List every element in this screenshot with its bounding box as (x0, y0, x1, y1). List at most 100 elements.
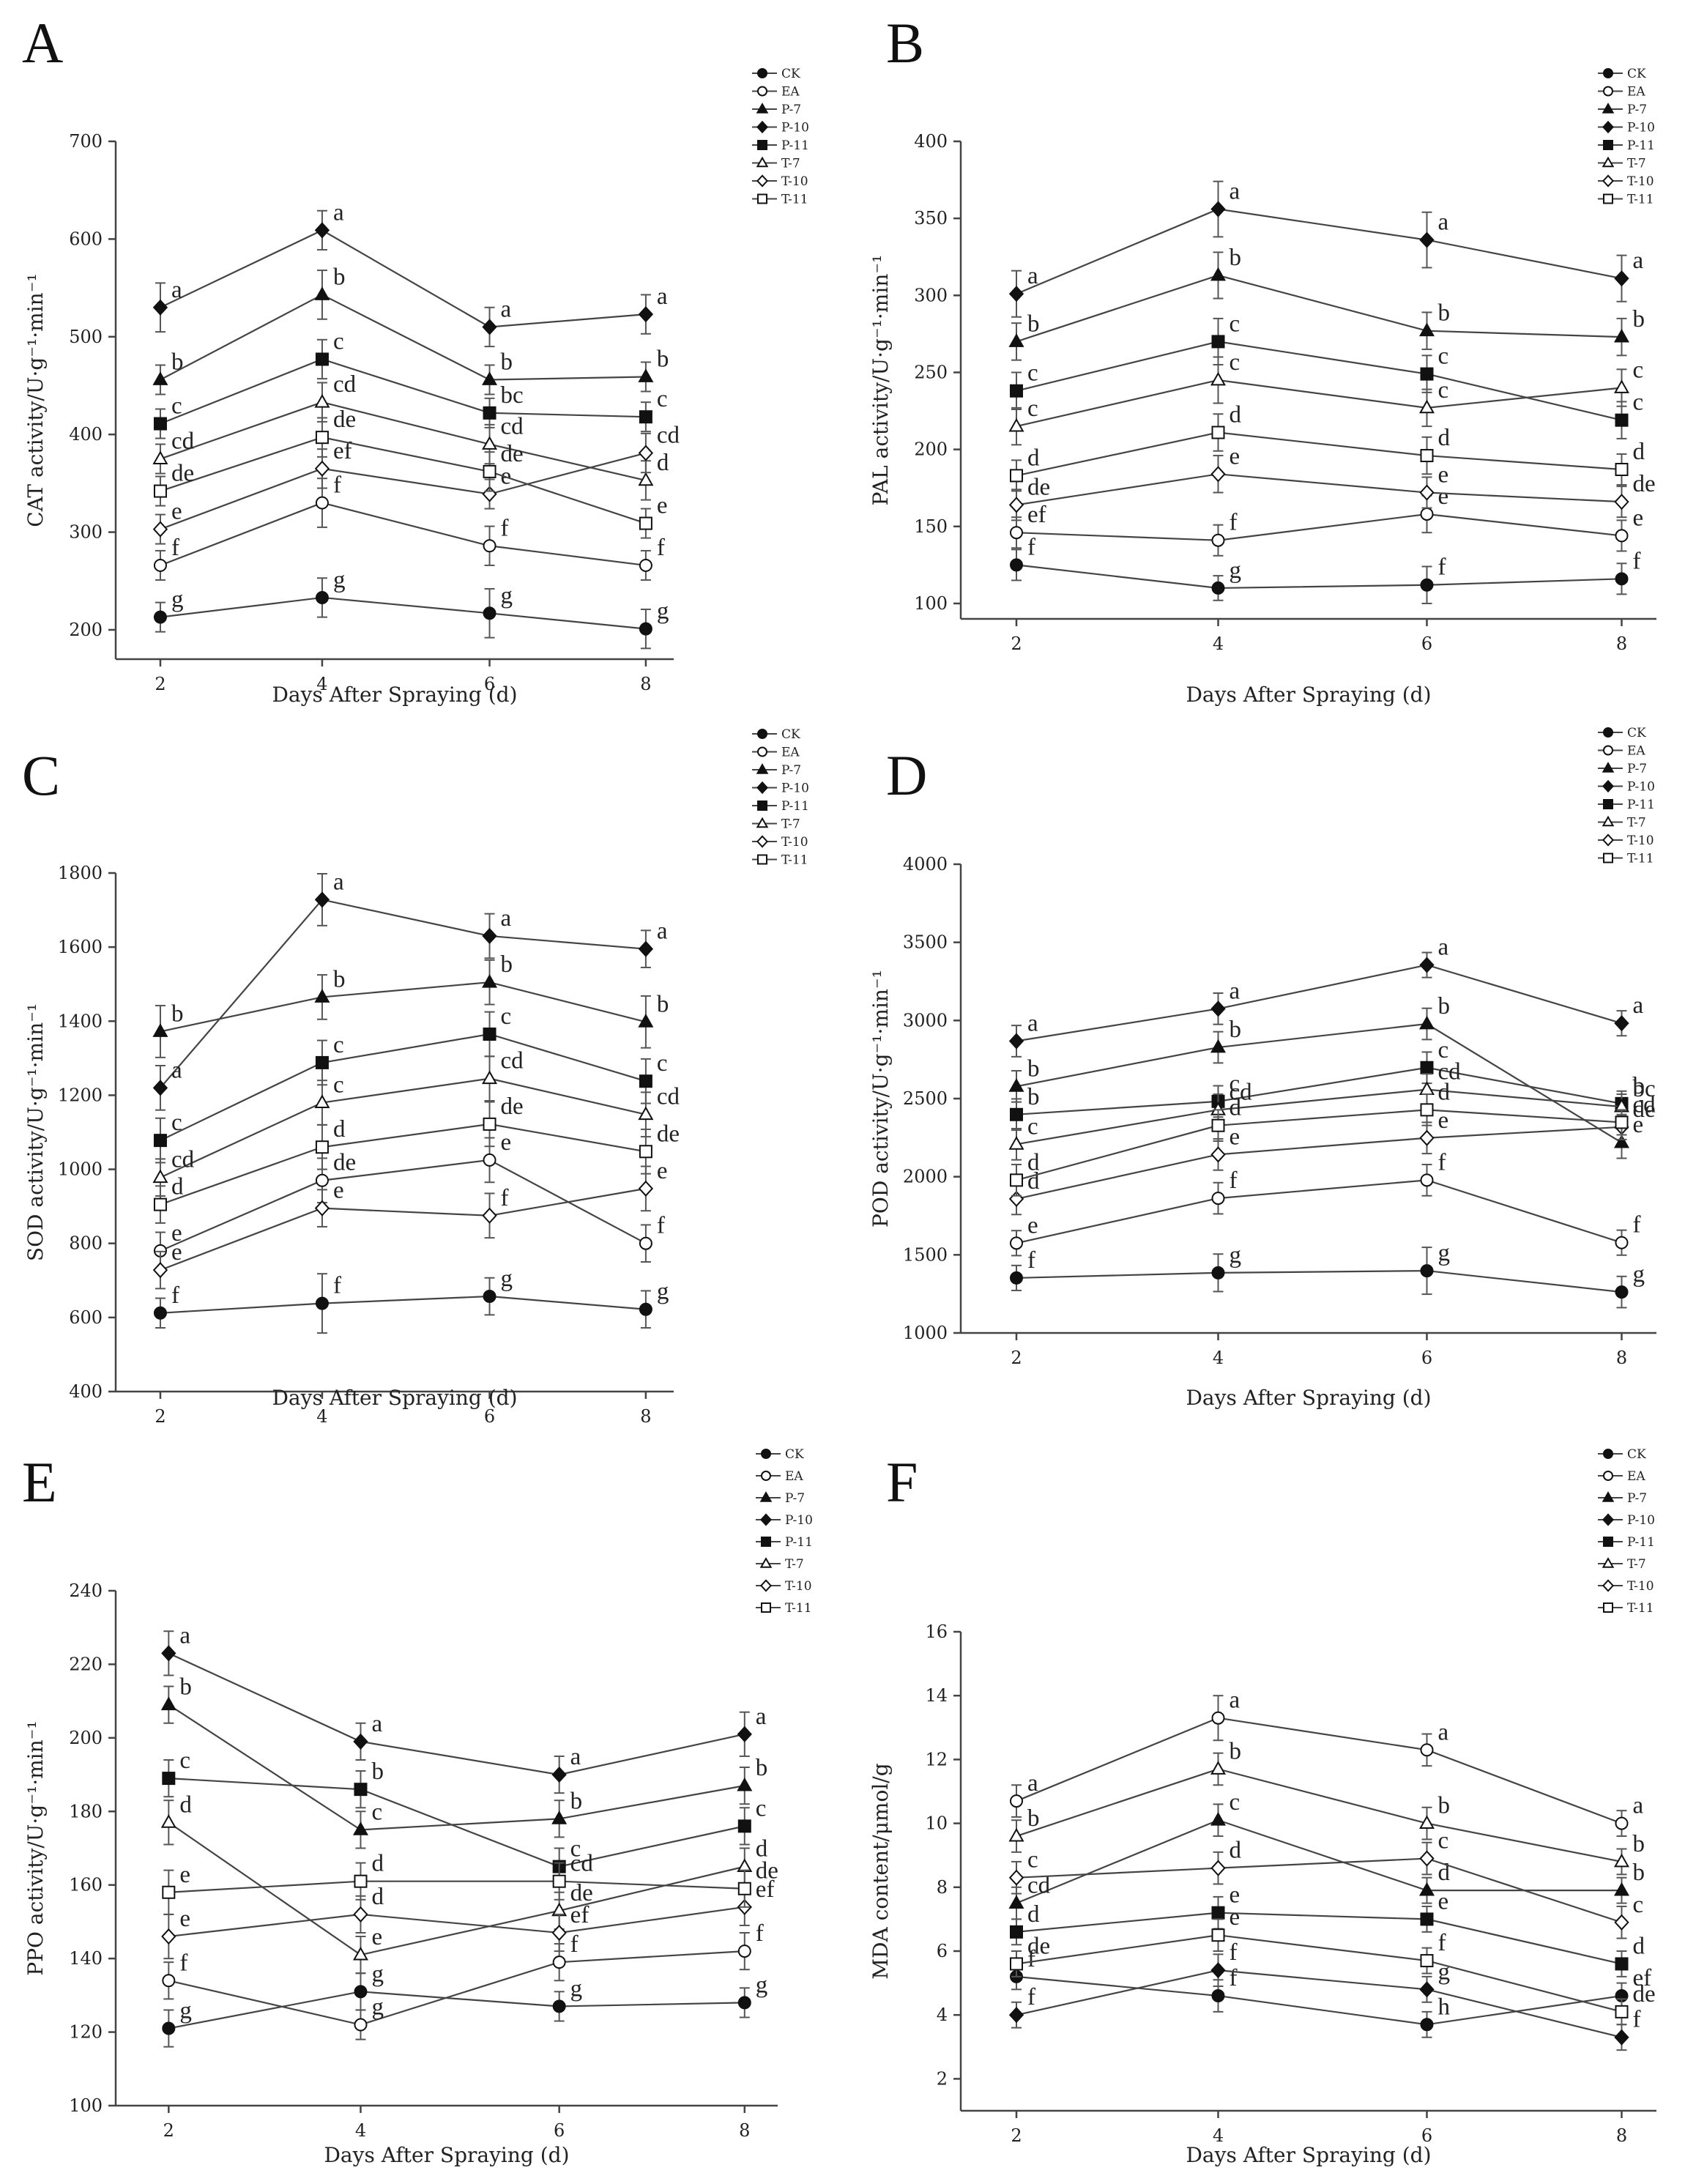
data-point (1615, 1236, 1629, 1249)
data-point (1010, 558, 1023, 572)
significance-letter: f (171, 535, 179, 561)
significance-letter: b (1633, 306, 1645, 333)
significance-letter: c (333, 1032, 344, 1058)
chart-panel-f: F 2 4 6 8 10 12 14 16 2 4 6 8 Days After Spraying (d)… (868, 1447, 1656, 2167)
data-point (162, 1974, 176, 1988)
series-line (1016, 564, 1622, 590)
series-line (168, 1821, 745, 1956)
data-point (1615, 529, 1629, 543)
legend-label: EA (1627, 85, 1645, 100)
significance-letter: b (1633, 1831, 1645, 1857)
data-point (1420, 367, 1434, 381)
significance-letter: b (1027, 1084, 1040, 1110)
series-line (1016, 379, 1622, 428)
significance-letter: de (756, 1858, 778, 1884)
legend-label: T-10 (785, 1579, 812, 1594)
chart-panel-a: A 200 300 400 500 600 700 2 4 6 8 Days After Sprayi… (22, 11, 809, 707)
x-tick-label: 8 (640, 674, 651, 694)
data-point (1418, 322, 1435, 337)
significance-letter: e (1633, 505, 1644, 531)
legend-label: T-10 (781, 174, 808, 189)
legend-label: CK (781, 727, 800, 742)
significance-letter: de (171, 461, 194, 487)
legend-marker (761, 1449, 771, 1459)
y-tick-label: 3500 (903, 932, 948, 953)
significance-letter: a (1633, 992, 1644, 1019)
significance-letter: c (333, 1072, 344, 1099)
significance-letter: g (501, 1266, 513, 1292)
legend-label: P-7 (1627, 1491, 1647, 1506)
legend-marker (1603, 1449, 1613, 1459)
significance-letter: g (1230, 557, 1242, 584)
legend: CK EA P-7 P-10 P-11 T-7 T-10 T-11 (756, 1447, 813, 1616)
significance-letter: de (1633, 471, 1656, 497)
data-point (737, 1882, 751, 1895)
significance-letter: e (1438, 483, 1449, 510)
chart-panel-e: E 100 120 140 160 180 200 220 240 2 4 6 8 Days After … (22, 1447, 813, 2167)
x-tick-label: 6 (484, 674, 495, 694)
significance-letter: g (171, 587, 184, 613)
series-ck: fg f f (1010, 534, 1641, 604)
data-point (1613, 379, 1630, 393)
legend-label: P-7 (785, 1491, 805, 1506)
significance-letter: c (1027, 1113, 1038, 1140)
data-point (1210, 201, 1226, 218)
significance-letter: e (171, 1220, 182, 1247)
y-tick-label: 140 (69, 1948, 103, 1969)
legend-label: CK (781, 67, 800, 81)
data-point (1008, 286, 1024, 302)
series-line (160, 1077, 647, 1178)
legend-label: T-7 (785, 1557, 804, 1572)
data-point (352, 1821, 368, 1835)
data-point (639, 1236, 652, 1250)
significance-letter: d (1438, 425, 1451, 451)
x-tick-label: 2 (1011, 2125, 1022, 2146)
y-axis-title: SOD activity/U·g⁻¹·min⁻¹ (23, 1003, 48, 1261)
series-line (168, 1880, 745, 1893)
y-tick-label: 600 (69, 229, 103, 249)
data-point (1420, 1103, 1434, 1117)
significance-letter: a (501, 296, 512, 322)
significance-letter: b (1438, 300, 1451, 327)
legend-marker (756, 817, 769, 828)
data-point (1210, 1146, 1226, 1163)
data-point (1420, 1954, 1434, 1968)
x-axis-title: Days After Spraying (d) (324, 2143, 569, 2167)
x-tick-label: 2 (163, 2120, 174, 2141)
significance-letter: d (1438, 1860, 1451, 1886)
data-point (1419, 1850, 1435, 1867)
series-line (168, 1777, 745, 1868)
x-tick-label: 4 (1213, 634, 1224, 654)
y-tick-label: 400 (914, 131, 948, 152)
legend-label: P-10 (781, 781, 809, 796)
data-point (639, 1145, 652, 1159)
legend-label: EA (781, 85, 800, 100)
data-point (1613, 1853, 1630, 1868)
data-point (1420, 1912, 1434, 1926)
data-point (1008, 497, 1024, 513)
data-point (314, 1094, 330, 1108)
legend-marker (759, 1557, 773, 1568)
x-axis-title: Days After Spraying (d) (272, 683, 517, 707)
significance-letter: a (1027, 263, 1038, 289)
data-point (161, 1645, 176, 1662)
data-point (1010, 1271, 1023, 1285)
data-point (1008, 1033, 1024, 1050)
significance-letter: f (333, 1273, 341, 1299)
data-point (482, 319, 497, 335)
panel-letter: E (22, 1450, 57, 1514)
significance-letter: b (1438, 1793, 1451, 1819)
significance-letter: d (1027, 1149, 1040, 1175)
legend-label: T-11 (1627, 852, 1654, 866)
series-p-10: a a a a (152, 869, 668, 1111)
data-point (315, 590, 329, 604)
series-line (160, 1159, 647, 1252)
series-line (1016, 964, 1622, 1042)
significance-letter: f (1633, 548, 1641, 574)
significance-letter: c (1438, 343, 1449, 370)
series-ck: g g g g (153, 567, 669, 650)
